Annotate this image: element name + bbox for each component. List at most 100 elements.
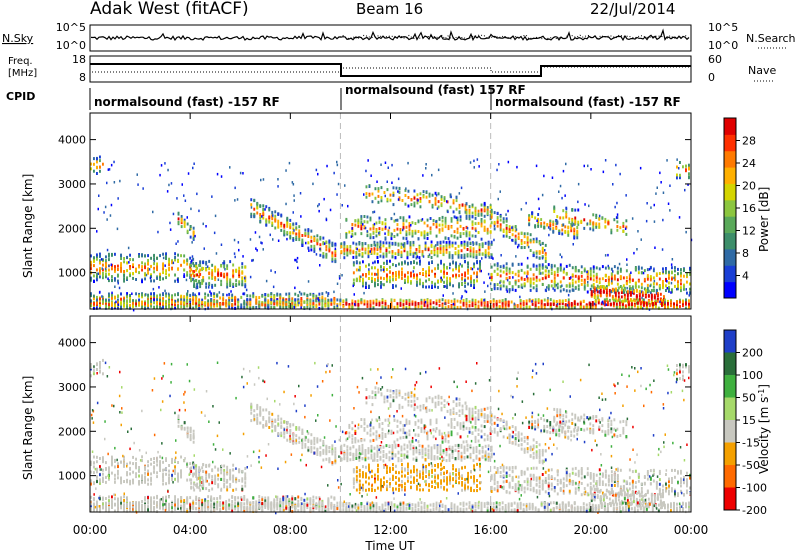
power-noise-cell [480, 269, 482, 273]
power-cell [602, 285, 605, 289]
power-cell [496, 263, 499, 267]
power-cell [541, 271, 544, 275]
power-cell [579, 302, 582, 306]
power-cell [487, 254, 490, 257]
power-cell [195, 302, 198, 306]
power-cell [395, 277, 397, 281]
power-noise-cell [407, 161, 409, 165]
power-cell [256, 211, 259, 215]
power-cell [631, 285, 634, 289]
power-cell [117, 304, 119, 308]
power-cell [404, 274, 406, 278]
power-noise-cell [422, 174, 424, 177]
power-cell [366, 220, 369, 224]
power-cell [450, 234, 453, 238]
power-cell [435, 222, 438, 226]
power-cell [410, 261, 412, 265]
power-cell [559, 266, 562, 270]
power-cell [274, 214, 277, 218]
power-cell [640, 271, 643, 275]
power-cell [120, 269, 122, 273]
power-cell [318, 302, 321, 306]
power-cell [598, 267, 601, 271]
power-cell [508, 282, 511, 286]
power-cell [571, 223, 574, 227]
power-cell [577, 279, 580, 283]
power-cell [464, 274, 466, 278]
power-cell [496, 220, 499, 224]
power-cell [286, 224, 289, 228]
power-cell [363, 220, 366, 224]
power-cell [165, 257, 167, 260]
power-cell [656, 299, 659, 303]
power-cell [447, 237, 450, 241]
power-cell [223, 260, 226, 264]
power-cell [138, 303, 140, 307]
power-noise-cell [447, 210, 449, 214]
power-cell [351, 299, 354, 303]
power-noise-cell [669, 184, 671, 187]
power-cell [192, 298, 195, 302]
power-cell [358, 249, 361, 253]
power-cell [345, 302, 348, 306]
power-cell [150, 299, 152, 303]
power-cell [322, 254, 325, 258]
power-cell [683, 287, 685, 291]
power-cell [549, 303, 552, 307]
power-cell [367, 246, 370, 250]
power-cell [634, 285, 637, 289]
power-cell [219, 305, 222, 309]
power-cell [487, 245, 490, 249]
nsearch-line [339, 34, 689, 40]
power-cell [264, 293, 267, 296]
power-cell [303, 306, 306, 310]
velocity-cell [147, 478, 149, 482]
power-cell [410, 281, 412, 285]
power-cell [398, 187, 401, 191]
power-cell [616, 278, 619, 282]
power-cell [306, 300, 309, 304]
power-noise-cell [464, 289, 466, 293]
power-cell [165, 276, 167, 280]
power-noise-cell [604, 159, 607, 162]
power-cell [177, 293, 179, 297]
freq-panel: Freq. [MHz] 18 8 60 0 Nave [8, 53, 776, 84]
power-noise-cell [234, 186, 236, 190]
velocity-cell [120, 479, 122, 482]
power-cell [268, 215, 271, 219]
power-cell [408, 303, 411, 306]
power-noise-cell [191, 255, 194, 258]
power-cell [583, 283, 586, 287]
power-cell [90, 278, 92, 282]
power-noise-cell [515, 228, 518, 231]
power-cell [688, 176, 690, 180]
power-noise-cell [577, 182, 580, 186]
power-cell [249, 300, 252, 304]
velocity-cell [150, 482, 152, 486]
power-cell [467, 282, 469, 286]
power-cell [505, 266, 508, 270]
power-cell [593, 288, 596, 292]
power-cell [147, 303, 149, 307]
power-colorbar-swatch [724, 199, 736, 217]
velocity-cell [162, 475, 164, 479]
power-cell [243, 305, 246, 309]
power-noise-cell [261, 241, 263, 245]
power-cell [517, 236, 520, 239]
power-cell [214, 283, 217, 287]
power-noise-cell [561, 255, 563, 259]
power-cell [165, 294, 167, 298]
velocity-cell [129, 479, 131, 483]
power-cell [189, 293, 192, 297]
power-cell [201, 281, 204, 285]
power-cell [646, 286, 649, 290]
power-noise-cell [441, 278, 443, 282]
power-cell [489, 224, 492, 228]
power-cell [596, 296, 599, 300]
power-cell [407, 261, 409, 265]
power-noise-cell [101, 295, 103, 298]
power-cell [624, 306, 627, 310]
power-cell [471, 226, 474, 230]
power-cell [171, 298, 173, 302]
power-cell [442, 253, 445, 257]
